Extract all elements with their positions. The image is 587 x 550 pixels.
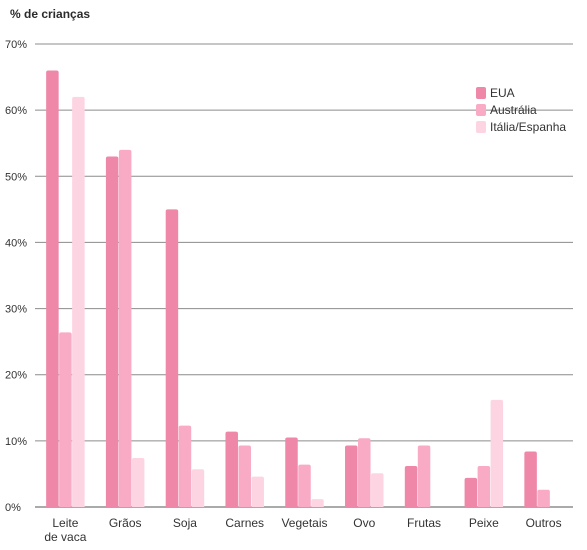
bar-it-lia-espanha-5 xyxy=(371,473,384,507)
y-tick-label-10: 10% xyxy=(5,436,27,448)
bar-austr-lia-4 xyxy=(298,464,311,507)
y-tick-label-50: 50% xyxy=(5,171,27,183)
bar-eua-0 xyxy=(46,70,59,507)
bar-it-lia-espanha-7 xyxy=(490,399,504,507)
legend: EUA Austrália Itália/Espanha xyxy=(476,86,566,134)
bar-austr-lia-2 xyxy=(178,425,192,507)
bar-eua-4 xyxy=(285,437,298,507)
y-tick-label-30: 30% xyxy=(5,304,27,316)
y-axis-title: % de crianças xyxy=(10,7,90,21)
x-tick-label-7: Peixe xyxy=(469,516,499,530)
y-tick-label-0: 0% xyxy=(5,502,21,514)
legend-label-1: Austrália xyxy=(490,103,537,117)
bar-austr-lia-5 xyxy=(358,438,371,507)
legend-swatch-1 xyxy=(476,104,486,116)
bar-austr-lia-7 xyxy=(477,465,491,507)
x-tick-label-3: Carnes xyxy=(225,516,264,530)
x-tick-label-2: Soja xyxy=(173,516,197,530)
category-labels: Leite de vaca Grãos Soja Carnes Vegetais Ovo Fr… xyxy=(44,516,561,544)
bar-eua-8 xyxy=(524,451,537,507)
bar-it-lia-espanha-1 xyxy=(131,458,145,507)
legend-swatch-2 xyxy=(476,121,486,133)
x-tick-label-5: Ovo xyxy=(353,516,375,530)
bar-it-lia-espanha-3 xyxy=(251,476,264,507)
bar-eua-6 xyxy=(404,465,418,507)
legend-swatch-0 xyxy=(476,87,486,99)
legend-label-0: EUA xyxy=(490,86,515,100)
x-tick-label-0: Leite de vaca xyxy=(44,516,86,544)
bar-eua-1 xyxy=(105,156,119,507)
bar-eua-7 xyxy=(464,477,478,507)
bars xyxy=(46,70,550,508)
bar-austr-lia-6 xyxy=(417,445,431,507)
y-tick-labels: 0% 10% 20% 30% 40% 50% 60% 70% xyxy=(5,39,27,514)
y-tick-label-20: 20% xyxy=(5,370,27,382)
bar-eua-5 xyxy=(345,445,358,507)
bar-austr-lia-0 xyxy=(59,332,72,507)
bar-austr-lia-3 xyxy=(238,445,251,507)
bar-austr-lia-8 xyxy=(537,489,550,507)
bar-austr-lia-1 xyxy=(118,149,132,508)
y-tick-label-70: 70% xyxy=(5,39,27,51)
bar-eua-2 xyxy=(165,209,179,507)
bar-it-lia-espanha-0 xyxy=(72,96,85,508)
x-tick-label-8: Outros xyxy=(526,516,562,530)
y-tick-label-60: 60% xyxy=(5,105,27,117)
bar-it-lia-espanha-4 xyxy=(311,499,324,507)
x-tick-label-6: Frutas xyxy=(407,516,441,530)
legend-label-2: Itália/Espanha xyxy=(490,120,566,134)
bar-it-lia-espanha-2 xyxy=(191,469,205,507)
bar-eua-3 xyxy=(225,431,238,507)
x-tick-label-4: Vegetais xyxy=(281,516,327,530)
x-tick-label-1: Grãos xyxy=(109,516,142,530)
y-tick-label-40: 40% xyxy=(5,237,27,249)
